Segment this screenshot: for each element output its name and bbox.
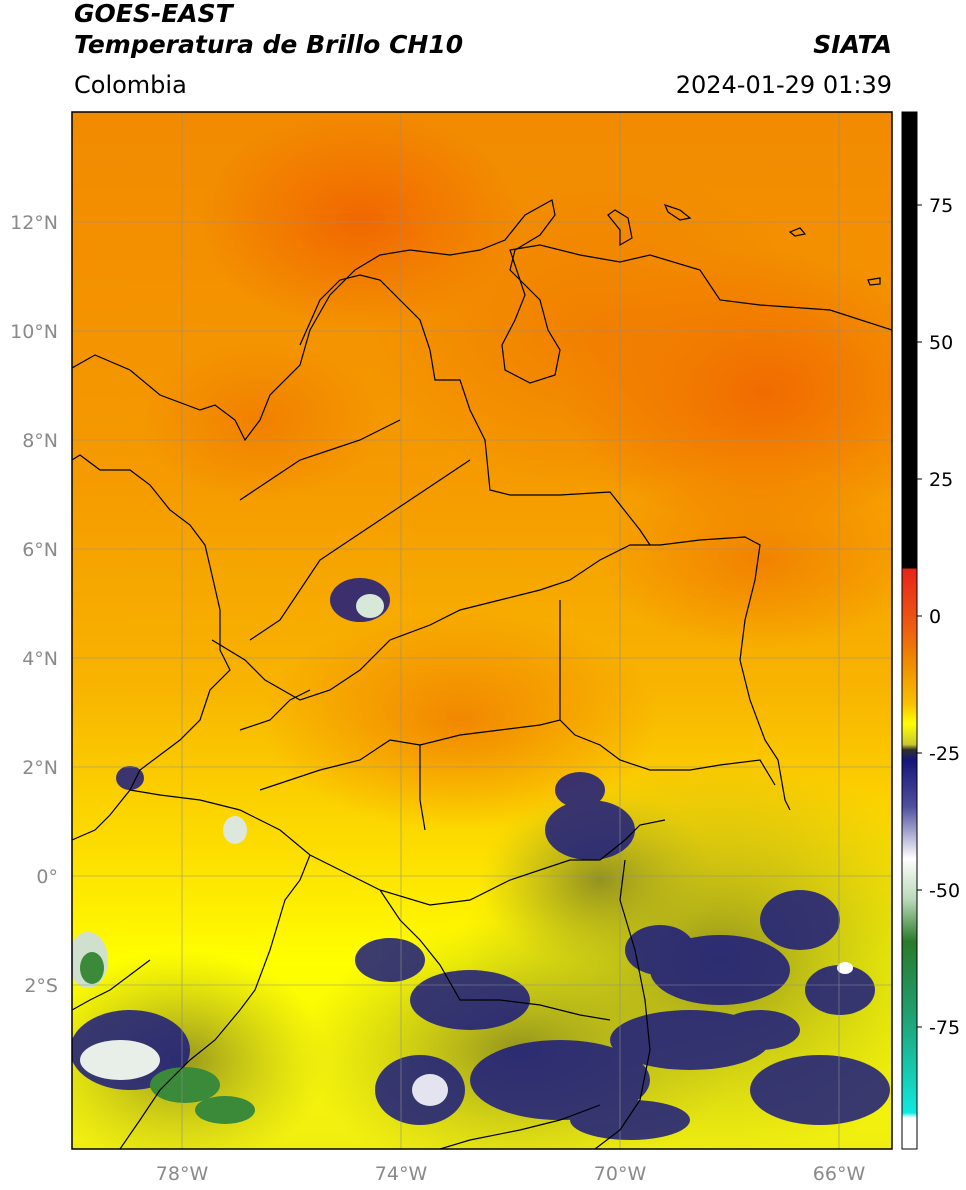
organization-label: SIATA: [813, 30, 892, 59]
longitude-tick-label: 66°W: [813, 1163, 866, 1185]
coastlines-and-borders: [72, 199, 892, 1149]
colorbar-tick-label: 50: [929, 332, 953, 354]
latitude-tick-label: 4°N: [22, 648, 58, 670]
latitude-tick-label: 6°N: [22, 539, 58, 561]
region-label: Colombia: [74, 71, 187, 99]
latitude-tick-label: 0°: [36, 866, 58, 888]
colorbar-tick-label: 75: [929, 195, 953, 217]
longitude-tick-labels: 78°W 74°W 70°W 66°W: [156, 1163, 866, 1185]
latitude-tick-labels: 12°N 10°N 8°N 6°N 4°N 2°N 0° 2°S: [10, 212, 58, 997]
colorbar-tick-label: 25: [929, 469, 953, 491]
cold-cloud-tops: [72, 594, 853, 1124]
product-title: Temperatura de Brillo CH10: [74, 30, 464, 59]
brightness-temperature-field: [72, 112, 892, 1149]
latitude-tick-label: 2°S: [24, 975, 58, 997]
colorbar-tick-label: -75: [929, 1017, 960, 1039]
latitude-tick-label: 2°N: [22, 757, 58, 779]
latitude-tick-label: 8°N: [22, 430, 58, 452]
colorbar-tick-label: -25: [929, 743, 960, 765]
map-frame: [71, 111, 893, 1150]
longitude-tick-label: 70°W: [594, 1163, 647, 1185]
colorbar-tick-label: -50: [929, 880, 960, 902]
timestamp-label: 2024-01-29 01:39: [675, 71, 892, 99]
latitude-tick-label: 10°N: [10, 321, 58, 343]
longitude-tick-label: 74°W: [375, 1163, 428, 1185]
satellite-title: GOES-EAST: [74, 0, 233, 28]
latitude-tick-label: 12°N: [10, 212, 58, 234]
colorbar: 75 50 25 0 -25 -50 -75: [901, 111, 960, 1150]
map-graticule: [72, 112, 892, 1149]
colorbar-tick-label: 0: [929, 606, 941, 628]
longitude-tick-label: 78°W: [156, 1163, 209, 1185]
